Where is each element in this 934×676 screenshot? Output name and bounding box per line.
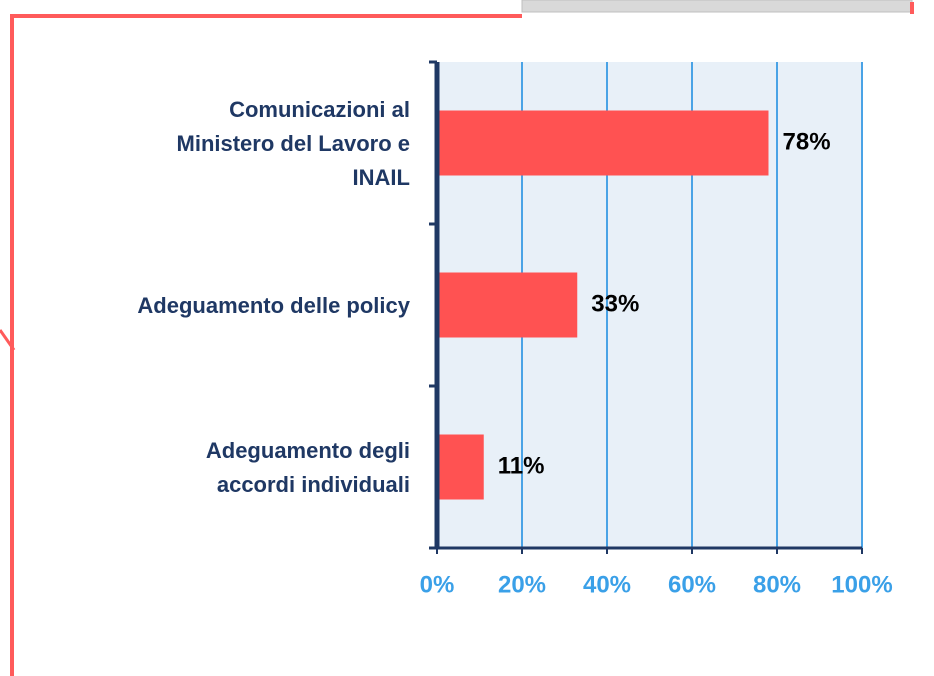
frame bbox=[10, 14, 522, 676]
top-panel bbox=[521, 0, 913, 13]
bar bbox=[437, 272, 578, 338]
value-label: 78% bbox=[783, 128, 831, 155]
bar bbox=[437, 434, 484, 500]
value-label: 33% bbox=[591, 290, 639, 317]
x-tick-label: 0% bbox=[420, 571, 455, 598]
x-tick-label: 80% bbox=[753, 571, 801, 598]
frame bbox=[0, 329, 16, 351]
x-tick-label: 20% bbox=[498, 571, 546, 598]
y-tick-label: Adeguamento degli accordi individuali bbox=[206, 438, 410, 497]
x-tick-label: 60% bbox=[668, 571, 716, 598]
y-tick-label: Adeguamento delle policy bbox=[137, 293, 410, 318]
value-label: 11% bbox=[498, 452, 545, 479]
x-tick-label: 40% bbox=[583, 571, 631, 598]
bar bbox=[437, 110, 769, 176]
x-tick-label: 100% bbox=[831, 571, 892, 598]
y-tick-label: Comunicazioni al Ministero del Lavoro e IN… bbox=[177, 97, 411, 190]
